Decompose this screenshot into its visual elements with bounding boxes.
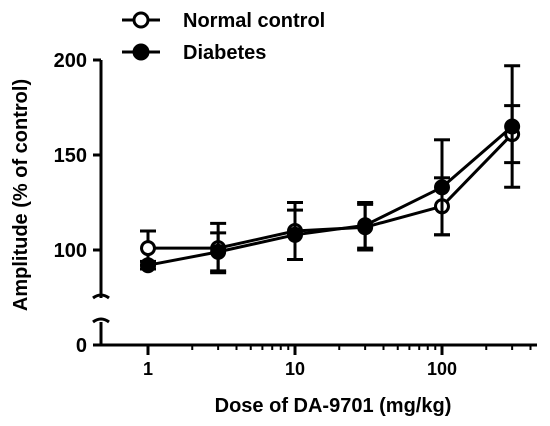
x-tick-label-1: 10	[285, 359, 305, 379]
y-tick-label-2: 150	[54, 145, 87, 167]
series-line-diabetes	[147, 125, 514, 267]
data-point-diabetes-5	[504, 118, 521, 135]
legend-item-diabetes: Diabetes	[122, 42, 266, 64]
data-point-normal-control-0	[140, 240, 156, 257]
y-axis-break-mark-lower	[92, 317, 110, 324]
legend: Normal control Diabetes	[122, 10, 325, 64]
x-axis-title: Dose of DA-9701 (mg/kg)	[215, 395, 452, 417]
plot-area	[140, 64, 521, 275]
legend-item-normal-control: Normal control	[122, 10, 325, 32]
y-axis-break-mark-upper	[92, 293, 110, 300]
data-point-diabetes-1	[210, 243, 227, 260]
y-tick-label-0: 0	[76, 335, 87, 357]
y-tick-label-3: 200	[54, 50, 87, 72]
x-tick-label-0: 1	[143, 359, 153, 379]
y-tick-label-1: 100	[54, 240, 87, 262]
data-point-diabetes-4	[434, 179, 450, 196]
data-point-diabetes-3	[357, 217, 374, 234]
legend-label-diabetes: Diabetes	[183, 42, 266, 64]
legend-marker-diabetes	[132, 43, 150, 61]
axes: 0 100 150 200 1 10 100	[54, 50, 537, 379]
data-point-diabetes-2	[287, 226, 303, 243]
series-diabetes	[140, 64, 521, 274]
series-normal-control	[140, 104, 521, 275]
legend-marker-normal-control	[132, 11, 150, 29]
data-point-diabetes-0	[140, 257, 156, 274]
x-tick-label-2: 100	[427, 359, 457, 379]
y-axis-title: Amplitude (% of control)	[10, 79, 32, 311]
legend-label-normal-control: Normal control	[183, 10, 325, 32]
